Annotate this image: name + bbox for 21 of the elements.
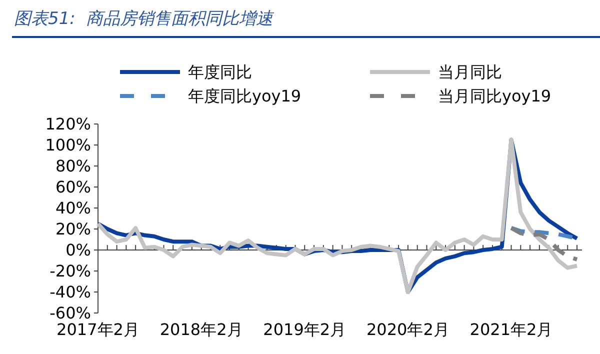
y-tick-label: -40% xyxy=(50,282,91,302)
x-tick-label: 2020年2月 xyxy=(366,320,450,339)
x-tick-label: 2017年2月 xyxy=(56,320,140,339)
y-tick-label: -60% xyxy=(50,304,91,323)
y-tick-label: 60% xyxy=(55,178,91,197)
legend-label: 年度同比 xyxy=(188,62,252,82)
legend-label: 年度同比yoy19 xyxy=(188,86,302,106)
y-tick-label: 100% xyxy=(45,136,91,155)
y-tick-label: 120% xyxy=(45,114,91,134)
x-tick-label: 2018年2月 xyxy=(160,320,243,339)
chart-title: 图表51: 商品房销售面积同比增速 xyxy=(14,9,276,29)
x-tick-label: 2019年2月 xyxy=(263,320,346,339)
legend-label: 当月同比 xyxy=(438,62,502,82)
y-tick-label: -20% xyxy=(50,262,91,281)
y-tick-label: 80% xyxy=(55,156,91,176)
y-tick-label: 0% xyxy=(66,240,91,260)
y-tick-label: 20% xyxy=(55,220,91,239)
legend-label: 当月同比yoy19 xyxy=(438,86,552,106)
x-tick-label: 2021年2月 xyxy=(470,320,553,339)
y-tick-label: 40% xyxy=(55,198,91,218)
line-series xyxy=(509,226,579,262)
